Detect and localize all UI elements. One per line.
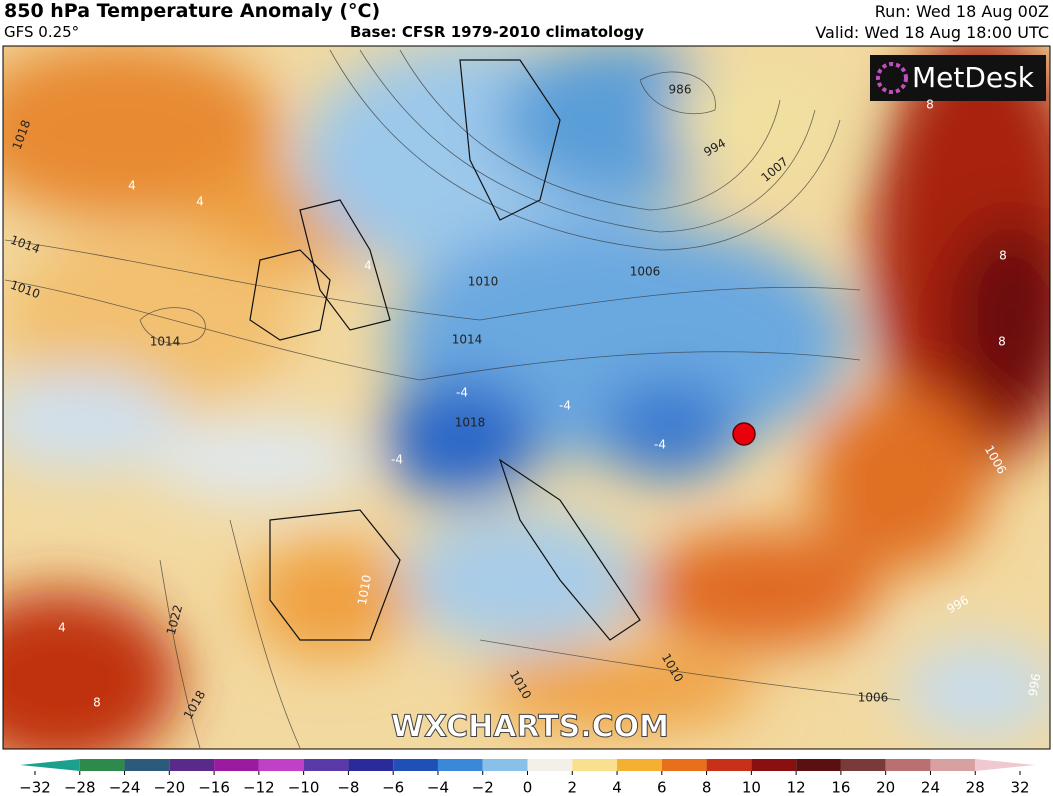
watermark: WXCHARTS.COM	[391, 710, 669, 745]
contour-label: 8	[926, 98, 934, 112]
colorbar-tick-label: −10	[288, 779, 320, 796]
colorbar-tick-label: 16	[831, 779, 850, 796]
logo: MetDesk	[912, 61, 1035, 94]
colorbar-tick-label: 24	[921, 779, 940, 796]
contour-label: 8	[998, 335, 1006, 349]
anomaly-field	[3, 46, 1050, 749]
colorbar-segment	[840, 759, 886, 771]
colorbar-segment	[303, 759, 349, 771]
colorbar-tick-label: 10	[742, 779, 761, 796]
colorbar-segment	[751, 759, 797, 771]
colorbar-segment	[214, 759, 259, 771]
contour-label: -4	[559, 399, 571, 413]
colorbar-tick-label: 8	[702, 779, 712, 796]
colorbar-segment	[124, 759, 170, 771]
contour-label: 1006	[630, 265, 661, 279]
colorbar-tick-label: −6	[382, 779, 404, 796]
colorbar-tick-label: 28	[966, 779, 985, 796]
contour-label: 986	[669, 83, 692, 97]
colorbar-tick-label: 6	[657, 779, 667, 796]
colorbar-segment	[796, 759, 841, 771]
colorbar-tick-label: −8	[337, 779, 359, 796]
colorbar-segment	[20, 759, 80, 771]
colorbar-tick-label: −16	[198, 779, 230, 796]
contour-label: 996	[1026, 672, 1044, 697]
contour-label: 1010	[355, 574, 374, 607]
colorbar-tick-label: 0	[523, 779, 533, 796]
model: GFS 0.25°	[4, 23, 80, 41]
contour-label: -4	[391, 453, 403, 467]
colorbar-segment	[348, 759, 394, 771]
colorbar-segment	[617, 759, 662, 771]
run: Run: Wed 18 Aug 00Z	[874, 2, 1049, 21]
colorbar-tick-label: −2	[472, 779, 494, 796]
colorbar-segment	[527, 759, 573, 771]
contour-label: 4	[128, 179, 136, 193]
colorbar-tick-label: 32	[1010, 779, 1029, 796]
valid: Valid: Wed 18 Aug 18:00 UTC	[815, 23, 1049, 42]
colorbar-tick-label: 12	[787, 779, 806, 796]
contour-label: 1014	[452, 333, 483, 347]
colorbar-tick-label: 2	[567, 779, 577, 796]
colorbar-tick-label: 4	[612, 779, 622, 796]
colorbar-tick-label: −20	[153, 779, 185, 796]
colorbar-segment	[975, 759, 1035, 771]
base: Base: CFSR 1979-2010 climatology	[350, 23, 645, 41]
contour-label: 8	[93, 696, 101, 710]
colorbar-segment	[661, 759, 707, 771]
contour-label: 1010	[468, 275, 499, 289]
colorbar-tick-label: −28	[64, 779, 96, 796]
logo-box: MetDesk	[870, 55, 1046, 101]
contour-label: 1014	[150, 335, 181, 349]
contour-label: -4	[654, 438, 666, 452]
location-marker	[732, 422, 756, 446]
colorbar-segment	[79, 759, 125, 771]
colorbar-segment	[437, 759, 483, 771]
contour-label: 4	[196, 195, 204, 209]
colorbar: −32 −28 −24 −20 −16 −12 −10 −8 −6 −4 −2 0 2 4 6 8 10 12 16…	[19, 759, 1035, 796]
contour-label: -4	[456, 386, 468, 400]
colorbar-segment	[258, 759, 304, 771]
colorbar-segment	[169, 759, 215, 771]
map-frame	[2, 45, 1051, 750]
colorbar-tick-label: −12	[243, 779, 275, 796]
colorbar-segment	[572, 759, 618, 771]
title: 850 hPa Temperature Anomaly (°C)	[4, 0, 381, 22]
colorbar-segment	[706, 759, 752, 771]
colorbar-tick-label: −24	[109, 779, 141, 796]
contour-label: 1006	[858, 691, 889, 705]
colorbar-tick-label: −4	[427, 779, 449, 796]
colorbar-tick-label: 20	[876, 779, 895, 796]
contour-label: 4	[58, 621, 66, 635]
colorbar-tick-label: −32	[19, 779, 51, 796]
contour-label: 8	[999, 249, 1007, 263]
colorbar-segment	[930, 759, 976, 771]
colorbar-segment	[393, 759, 438, 771]
contour-label: 4	[364, 259, 372, 273]
contour-label: 1018	[455, 416, 486, 430]
colorbar-segment	[885, 759, 931, 771]
colorbar-segment	[482, 759, 528, 771]
